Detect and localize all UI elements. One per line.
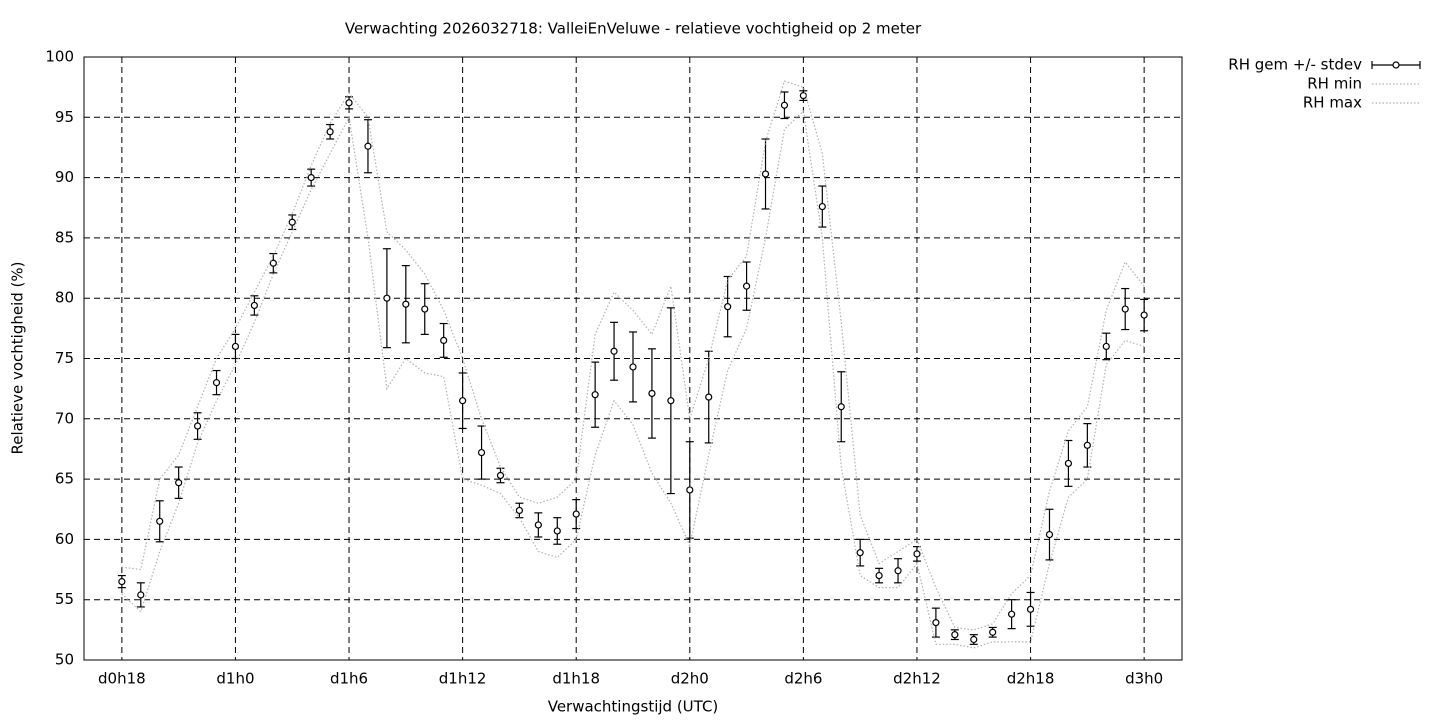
point [1102,342,1110,351]
line [121,110,1145,649]
point [686,486,694,494]
point [875,571,883,580]
x-tick-label: d0h18 [98,670,146,688]
x-axis-label: Verwachtingstijd (UTC) [548,698,719,716]
point [572,510,580,518]
point [1083,441,1091,449]
point [288,218,296,226]
point [421,305,429,313]
point [856,549,864,557]
x-tick-label: d2h0 [671,670,709,688]
x-tick-label: d3h0 [1125,670,1163,688]
y-tick-label: 85 [55,228,74,246]
point [364,142,372,150]
point [591,391,599,399]
legend-label: RH min [1307,75,1362,93]
y-tick-label: 60 [55,530,74,548]
point [402,300,410,308]
point [894,567,902,575]
y-tick-label: 65 [55,470,74,488]
point [231,342,240,351]
point [1026,605,1035,613]
y-tick-label: 95 [55,108,74,126]
point [459,397,467,405]
x-tick-label: d2h18 [1007,670,1055,688]
y-tick-label: 55 [55,590,74,608]
point [629,363,637,371]
point [705,393,713,401]
point [1121,305,1129,313]
point [212,379,221,387]
point [724,303,732,311]
point [1140,311,1148,319]
y-axis-label: Relatieve vochtigheid (%) [9,261,27,454]
point [1064,459,1073,468]
point [515,506,524,515]
point [496,471,505,480]
point [553,527,561,535]
point [761,170,770,178]
x-tick-label: d1h18 [552,670,600,688]
legend-swatch [1392,61,1400,69]
point [742,282,751,290]
point [780,101,789,109]
point [250,301,258,310]
point [118,578,126,586]
point [156,517,164,525]
point [440,336,448,345]
point [269,259,277,267]
point [383,294,391,302]
y-tick-label: 50 [55,651,74,669]
point [1045,530,1054,539]
x-tick-label: d2h6 [784,670,822,688]
y-tick-label: 90 [55,168,74,186]
legend-label: RH max [1303,94,1362,112]
x-tick-label: d2h12 [893,670,941,688]
point [1008,610,1016,618]
x-tick-label: d1h0 [216,670,254,688]
point [932,619,940,627]
point [345,99,353,107]
point [175,479,183,487]
point [913,550,921,558]
x-tick-label: d1h6 [330,670,368,688]
point [648,389,656,398]
chart-title: Verwachting 2026032718: ValleiEnVeluwe -… [345,20,922,38]
point [610,347,618,355]
point [326,128,334,136]
y-tick-label: 70 [55,409,74,427]
point [534,521,542,529]
line [121,80,1145,631]
plot-frame [83,56,1183,661]
y-tick-label: 80 [55,289,74,307]
point [837,403,845,411]
y-tick-label: 75 [55,349,74,367]
point [193,422,202,430]
point [307,174,315,182]
point [818,202,826,211]
point [951,631,959,639]
point [667,397,675,405]
point [989,628,997,636]
legend-label: RH gem +/- stdev [1228,56,1362,74]
x-tick-label: d1h12 [439,670,487,688]
point [970,635,978,644]
point [477,448,486,457]
y-tick-label: 100 [45,48,74,66]
point [137,591,145,599]
